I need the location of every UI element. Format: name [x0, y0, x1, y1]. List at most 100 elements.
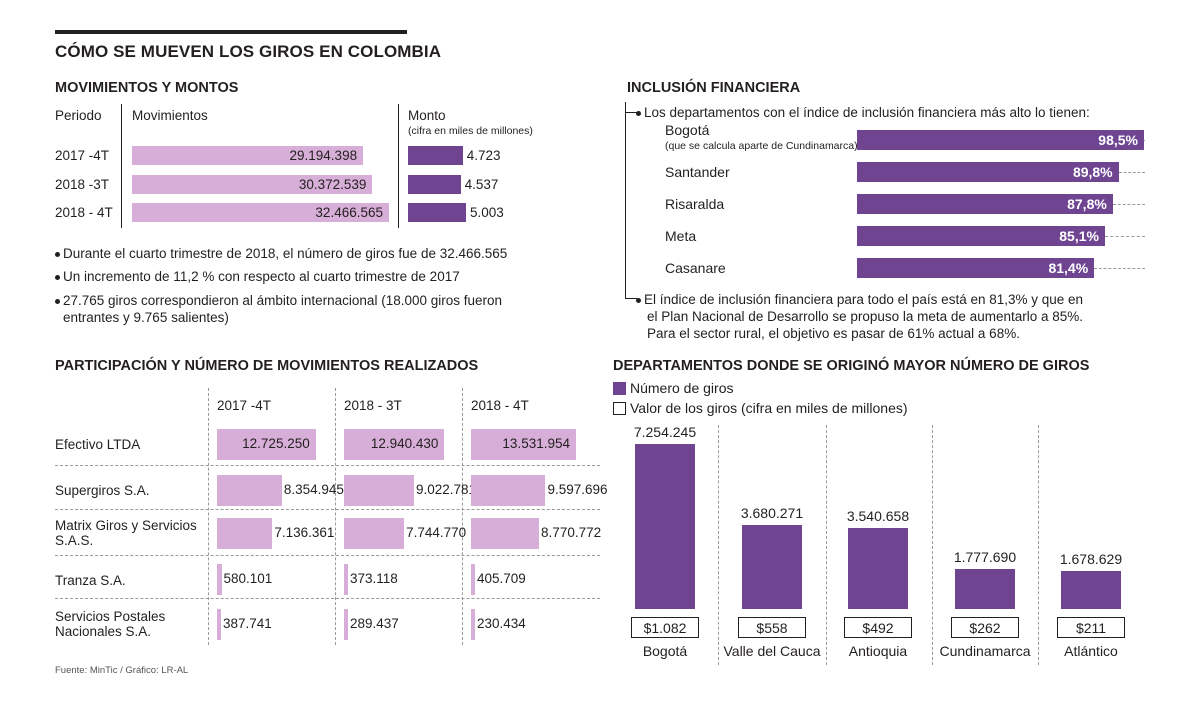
- incl-guide: [1104, 236, 1145, 237]
- dept-value-box: $262: [951, 617, 1019, 638]
- part-bar: [471, 429, 576, 460]
- incl-label-risaralda: Risaralda: [665, 196, 725, 212]
- page-title: CÓMO SE MUEVEN LOS GIROS EN COLOMBIA: [55, 42, 442, 61]
- mov-period-label: 2018 - 4T: [55, 205, 113, 220]
- mov-bullet-2: Un incremento de 11,2 % con respecto al …: [55, 269, 460, 284]
- part-bar: [471, 518, 540, 549]
- part-bar: [471, 475, 546, 506]
- dept-bar: [955, 568, 1015, 609]
- monto-bar: [408, 175, 461, 194]
- mov-bullet-3: 27.765 giros correspondieron al ámbito i…: [55, 293, 502, 308]
- dept-bar: [1061, 570, 1121, 609]
- dept-vdash-1: [718, 425, 719, 665]
- part-vdash-3: [462, 388, 463, 645]
- part-row-sep-2: [55, 509, 600, 510]
- dept-count-label: 3.680.271: [740, 505, 804, 522]
- part-company-efectivo: Efectivo LTDA: [55, 437, 141, 452]
- dept-count-label: 3.540.658: [846, 508, 910, 525]
- monto-bar: [408, 203, 466, 222]
- incl-guide: [1144, 140, 1145, 141]
- dept-vdash-2: [826, 425, 827, 665]
- incl-bar: 85,1%: [857, 226, 1105, 246]
- part-value: 8.354.945: [283, 482, 344, 497]
- dept-name-label: Valle del Cauca: [723, 643, 821, 659]
- incl-bar: 87,8%: [857, 194, 1113, 214]
- incl-note-3: Para el sector rural, el objetivo es pas…: [647, 326, 1020, 341]
- part-row-sep-3: [55, 555, 600, 556]
- dept-heading: DEPARTAMENTOS DONDE SE ORIGINÓ MAYOR NÚM…: [613, 358, 1090, 374]
- dept-count-label: 7.254.245: [633, 424, 697, 440]
- mov-heading: MOVIMIENTOS Y MONTOS: [55, 80, 239, 96]
- dept-count-label: 1.777.690: [953, 548, 1017, 565]
- incl-note-1: El índice de inclusión financiera para t…: [636, 292, 1083, 307]
- monto-value: 4.537: [464, 177, 499, 192]
- part-value: 405.709: [477, 571, 526, 586]
- mov-period-label: 2017 -4T: [55, 148, 110, 163]
- mov-col-monto-note: (cifra en miles de millones): [408, 125, 533, 137]
- part-value: 12.940.430: [370, 436, 439, 451]
- mov-bullet-3-cont: entrantes y 9.765 salientes): [63, 310, 229, 325]
- mov-bullet-1: Durante el cuarto trimestre de 2018, el …: [55, 246, 507, 261]
- part-value: 8.770.772: [541, 525, 602, 540]
- incl-bracket-bottom: [625, 298, 637, 299]
- dept-bar: [635, 444, 695, 609]
- part-bar: [344, 518, 405, 549]
- part-period-3: 2018 - 4T: [471, 398, 529, 413]
- legend-swatch-purple: [613, 382, 626, 395]
- part-bar: [217, 429, 316, 460]
- incl-guide: [1094, 268, 1145, 269]
- dept-name-label: Antioquia: [848, 643, 908, 659]
- part-value: 387.741: [223, 616, 272, 631]
- incl-guide: [1118, 172, 1145, 173]
- part-value: 13.531.954: [502, 436, 570, 451]
- incl-note-2: el Plan Nacional de Desarrollo se propus…: [647, 309, 1084, 324]
- part-bar: [217, 475, 282, 506]
- part-bar: [471, 564, 475, 595]
- part-company-tranza: Tranza S.A.: [55, 573, 126, 588]
- part-value: 9.022.781: [416, 482, 477, 497]
- part-company-supergiros: Supergiros S.A.: [55, 483, 150, 498]
- part-period-2: 2018 - 3T: [344, 398, 402, 413]
- dept-legend-val: Valor de los giros (cifra en miles de mi…: [613, 400, 908, 416]
- source-note: Fuente: MinTic / Gráfico: LR-AL: [55, 665, 189, 676]
- mov-col-periodo: Periodo: [55, 108, 102, 123]
- mov-divider-left: [121, 104, 122, 228]
- monto-value: 5.003: [470, 205, 504, 220]
- dept-value-box: $492: [844, 617, 912, 638]
- mov-bar: 32.466.565: [132, 203, 389, 222]
- incl-intro: Los departamentos con el índice de inclu…: [636, 105, 1090, 120]
- incl-bar: 98,5%: [857, 130, 1144, 150]
- incl-label-bogota: Bogotá: [665, 122, 710, 138]
- dept-name-label: Cundinamarca: [939, 643, 1031, 659]
- part-bar: [344, 609, 348, 640]
- legend-swatch-white: [613, 402, 626, 415]
- mov-col-movimientos: Movimientos: [132, 108, 208, 123]
- part-bar: [217, 609, 221, 640]
- part-bar: [344, 564, 348, 595]
- part-value: 12.725.250: [242, 436, 310, 451]
- mov-col-monto: Monto: [408, 108, 446, 123]
- part-bar: [344, 429, 445, 460]
- dept-count-label: 1.678.629: [1059, 550, 1123, 567]
- part-value: 289.437: [350, 616, 399, 631]
- part-company-postales: Servicios Postales Nacionales S.A.: [55, 609, 166, 639]
- part-row-sep-4: [55, 598, 600, 599]
- part-value: 373.118: [350, 571, 398, 586]
- dept-name-label: Bogotá: [642, 643, 688, 659]
- dept-name-label: Atlántico: [1064, 643, 1118, 659]
- dept-bar: [848, 528, 908, 609]
- incl-heading: INCLUSIÓN FINANCIERA: [627, 80, 801, 96]
- part-value: 9.597.696: [547, 482, 608, 497]
- title-rule: [55, 30, 407, 34]
- mov-bar: 30.372.539: [132, 175, 373, 194]
- part-value: 580.101: [223, 571, 273, 586]
- incl-guide: [1112, 204, 1145, 205]
- mov-period-label: 2018 -3T: [55, 177, 110, 192]
- dept-value-box: $558: [738, 617, 806, 638]
- incl-label-casanare: Casanare: [665, 260, 726, 276]
- incl-bracket-line: [625, 102, 626, 299]
- part-bar: [344, 475, 414, 506]
- part-period-1: 2017 -4T: [217, 398, 272, 413]
- dept-legend-num: Número de giros: [613, 380, 734, 396]
- incl-bracket-top: [625, 112, 637, 113]
